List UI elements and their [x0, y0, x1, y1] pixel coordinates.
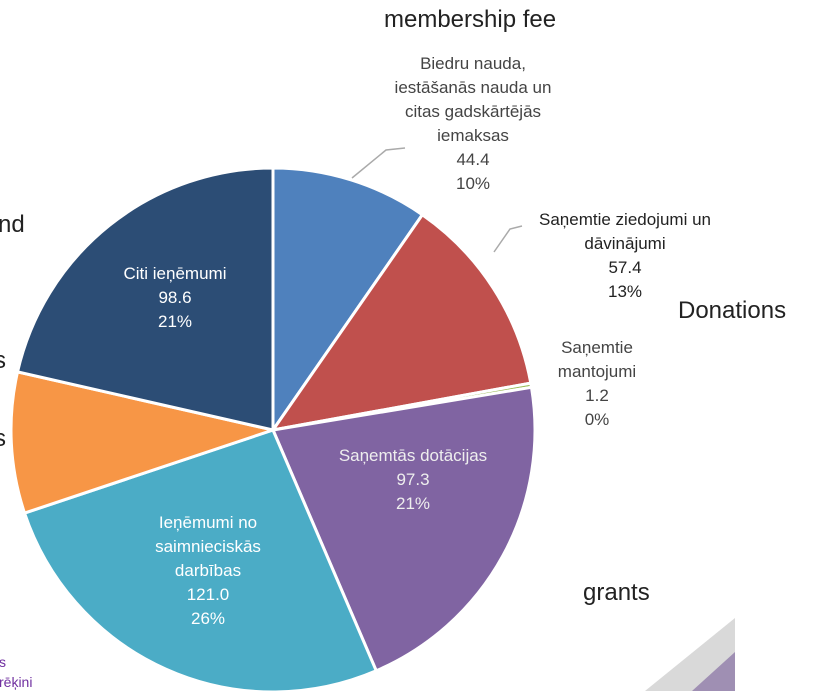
category-label: Saņemtie ziedojumi un dāvinājumi — [539, 210, 711, 253]
slice-label: Saņemtās dotācijas 97.3 21% — [303, 444, 523, 516]
annotation: membership fee — [384, 6, 557, 33]
cropped-text: s — [0, 347, 6, 374]
cropped-text: rēķini — [0, 674, 33, 690]
cropped-text: s — [0, 425, 6, 452]
percent-label: 10% — [455, 174, 491, 193]
pie-slice — [270, 385, 537, 673]
percent-label: 0% — [584, 410, 610, 429]
cropped-text: s — [0, 654, 6, 670]
cropped-text: nd — [0, 211, 25, 238]
value-label: 44.4 — [456, 150, 490, 169]
value-label: 1.2 — [585, 386, 609, 405]
pie-slice — [271, 166, 425, 435]
annotation: Donations — [678, 297, 787, 324]
value-label: 98.6 — [158, 288, 192, 307]
percent-label: 26% — [190, 609, 226, 628]
pie-slice — [22, 428, 379, 691]
pie-slice — [269, 212, 533, 433]
category-label: Biedru nauda, iestāšanās nauda un citas … — [394, 54, 552, 145]
pie-slice — [9, 370, 279, 516]
leader-line — [493, 225, 523, 253]
slice-label: Biedru nauda, iestāšanās nauda un citas … — [386, 52, 561, 196]
category-label: Saņemtās dotācijas — [338, 446, 488, 465]
value-label: 121.0 — [186, 585, 230, 604]
percent-label: 21% — [395, 494, 431, 513]
decor — [692, 652, 735, 691]
value-label: 57.4 — [608, 258, 642, 277]
percent-label: 13% — [607, 282, 643, 301]
pie-slice — [15, 166, 275, 432]
value-label: 97.3 — [396, 470, 430, 489]
annotation: grants — [583, 579, 650, 606]
slice-label: Ieņēmumi no saimnieciskās darbības 121.0 2… — [123, 511, 293, 631]
slice-label: Saņemtie ziedojumi un dāvinājumi 57.4 13% — [515, 208, 735, 304]
slice-label: Citi ieņēmumi 98.6 21% — [85, 262, 265, 334]
slice-label: Saņemtie mantojumi 1.2 0% — [537, 336, 657, 432]
category-label: Ieņēmumi no saimnieciskās darbības — [155, 513, 261, 580]
category-label: Saņemtie mantojumi — [557, 338, 637, 381]
leader-line — [351, 147, 406, 179]
category-label: Citi ieņēmumi — [123, 264, 227, 283]
percent-label: 21% — [157, 312, 193, 331]
